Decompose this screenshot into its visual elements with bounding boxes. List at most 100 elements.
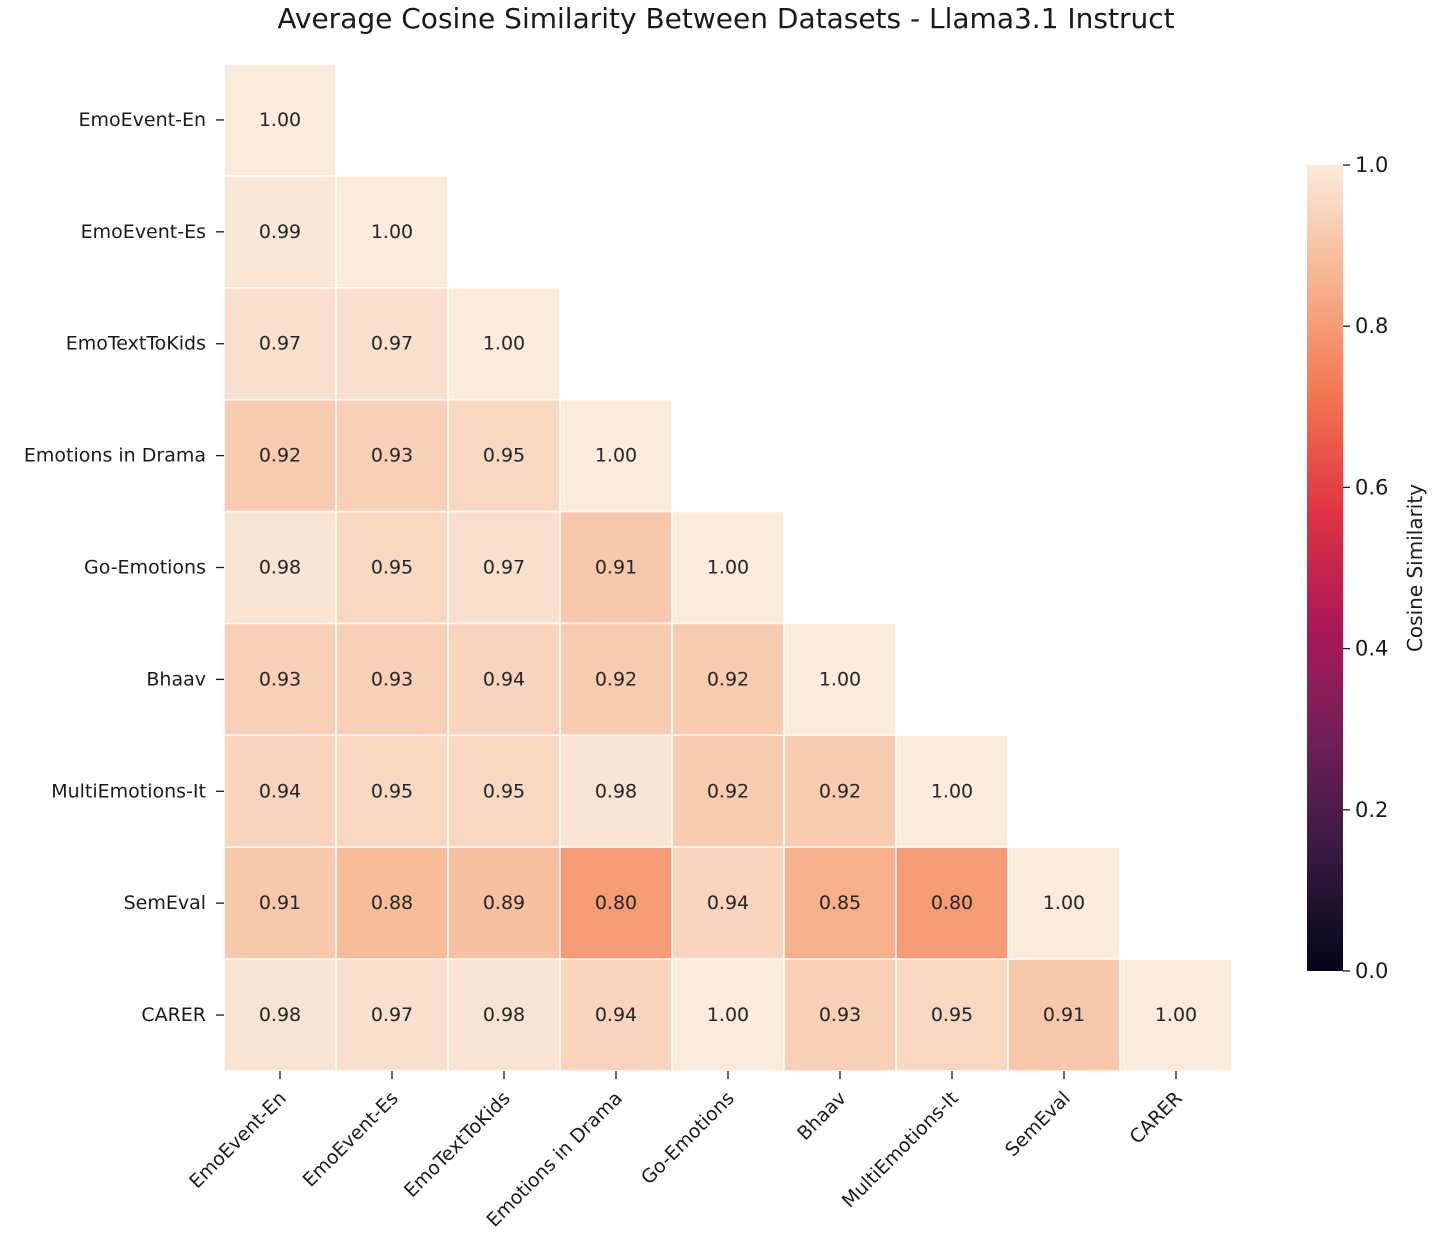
y-tick-label: MultiEmotions-It: [51, 780, 206, 802]
y-tick-label: Bhaav: [146, 668, 206, 690]
cell-value-label: 0.91: [259, 892, 301, 914]
x-tick-label: Bhaav: [793, 1087, 851, 1145]
cell-value-label: 0.98: [483, 1004, 525, 1026]
cell-value-label: 0.95: [483, 445, 525, 467]
x-tick-label: SemEval: [1001, 1087, 1075, 1161]
heatmap-cell: [335, 734, 449, 848]
cell-value-label: 0.80: [595, 892, 637, 914]
cell-value-label: 0.97: [371, 1004, 413, 1026]
cell-value-label: 0.93: [819, 1004, 861, 1026]
y-tick-label: SemEval: [124, 892, 206, 914]
cell-value-label: 0.95: [371, 557, 413, 579]
heatmap-cell: [335, 398, 449, 513]
heatmap-cell: [223, 958, 337, 1072]
cell-value-label: 1.00: [819, 668, 861, 690]
y-tick-label: EmoEvent-En: [79, 109, 206, 131]
cell-value-label: 0.80: [931, 892, 973, 914]
x-axis-tick-labels: EmoEvent-En EmoEvent-EsEmoTextToKidsEmoti…: [185, 1071, 1187, 1232]
y-tick-label: Go-Emotions: [84, 557, 206, 579]
x-tick-label: MultiEmotions-It: [838, 1087, 963, 1212]
x-tick-label: Go-Emotions: [637, 1087, 739, 1189]
cell-value-label: 0.92: [595, 668, 637, 690]
colorbar-gradient: [1307, 165, 1343, 971]
cell-value-label: 0.99: [259, 221, 301, 243]
cell-value-label: 0.92: [707, 668, 749, 690]
heatmap-cell: [1007, 846, 1121, 960]
cell-value-label: 0.93: [371, 668, 413, 690]
cell-value-label: 1.00: [595, 445, 637, 467]
cell-value-label: 0.98: [595, 780, 637, 802]
colorbar-tick-label: 0.0: [1355, 959, 1388, 983]
heatmap-cell: [335, 958, 449, 1072]
heatmap-cell: [335, 175, 449, 289]
colorbar-ticks: 0.0 0.2 0.4 0.6 0.8 1.0: [1343, 153, 1388, 983]
colorbar-label: Cosine Similarity: [1403, 484, 1427, 652]
heatmap-cell: [223, 734, 337, 848]
y-tick-label: Emotions in Drama: [24, 445, 206, 467]
heatmap-cells: 1.00 0.99 1.00 0.97 0.97 1.00 0.92 0.93 0.95 1.00…: [223, 63, 1233, 1072]
heatmap-cell: [895, 734, 1009, 848]
heatmap-cell: [447, 287, 561, 401]
cell-value-label: 0.95: [931, 1004, 973, 1026]
heatmap-cell: [895, 846, 1009, 960]
cell-value-label: 0.97: [371, 333, 413, 355]
heatmap-cell: [671, 510, 785, 625]
cell-value-label: 1.00: [707, 557, 749, 579]
cell-value-label: 0.92: [259, 445, 301, 467]
heatmap-cell: [447, 622, 561, 737]
heatmap-cell: [783, 958, 897, 1072]
cell-value-label: 0.93: [371, 445, 413, 467]
x-tick-label: EmoEvent-En: [185, 1087, 291, 1193]
cell-value-label: 1.00: [483, 333, 525, 355]
colorbar-tick-label: 1.0: [1355, 153, 1388, 177]
heatmap-cell: [559, 622, 673, 737]
heatmap-cell: [223, 287, 337, 401]
cell-value-label: 0.94: [483, 668, 525, 690]
cell-value-label: 0.91: [1043, 1004, 1085, 1026]
heatmap-cell: [559, 398, 673, 513]
heatmap-cell: [223, 175, 337, 289]
heatmap-cell: [783, 734, 897, 848]
x-tick-label: EmoEvent-Es: [299, 1087, 403, 1191]
cell-value-label: 0.98: [259, 1004, 301, 1026]
cell-value-label: 1.00: [259, 109, 301, 131]
colorbar-tick-label: 0.6: [1355, 475, 1388, 499]
cell-value-label: 0.95: [371, 780, 413, 802]
cell-value-label: 0.97: [259, 333, 301, 355]
cell-value-label: 0.94: [595, 1004, 637, 1026]
cell-value-label: 0.98: [259, 557, 301, 579]
cell-value-label: 0.93: [259, 668, 301, 690]
heatmap-cell: [223, 63, 337, 177]
cell-value-label: 0.89: [483, 892, 525, 914]
heatmap-cell: [447, 846, 561, 960]
cell-value-label: 0.88: [371, 892, 413, 914]
colorbar-tick-label: 0.4: [1355, 637, 1388, 661]
heatmap-cell: [335, 510, 449, 625]
cell-value-label: 1.00: [371, 221, 413, 243]
heatmap-cell: [223, 846, 337, 960]
y-tick-label: EmoEvent-Es: [81, 221, 206, 243]
cell-value-label: 0.95: [483, 780, 525, 802]
heatmap-cell: [335, 287, 449, 401]
y-tick-label: EmoTextToKids: [66, 333, 206, 355]
heatmap-cell: [447, 958, 561, 1072]
heatmap-cell: [447, 510, 561, 625]
x-tick-label: EmoTextToKids: [400, 1087, 515, 1202]
cell-value-label: 0.85: [819, 892, 861, 914]
cell-value-label: 1.00: [931, 780, 973, 802]
heatmap-cell: [671, 622, 785, 737]
heatmap-cell: [559, 958, 673, 1072]
cell-value-label: 0.94: [259, 780, 301, 802]
heatmap-cell: [559, 510, 673, 625]
y-tick-label: CARER: [141, 1004, 206, 1026]
colorbar: 0.0 0.2 0.4 0.6 0.8 1.0 Cosine Similarity: [1307, 153, 1427, 983]
cell-value-label: 0.92: [819, 780, 861, 802]
cell-value-label: 1.00: [707, 1004, 749, 1026]
y-axis-tick-labels: EmoEvent-En EmoEvent-Es EmoTextToKids Emoti…: [24, 109, 224, 1026]
cell-value-label: 0.91: [595, 557, 637, 579]
x-tick-label: CARER: [1125, 1087, 1186, 1148]
heatmap-cell: [559, 734, 673, 848]
heatmap-cell: [1119, 958, 1233, 1072]
heatmap-cell: [895, 958, 1009, 1072]
